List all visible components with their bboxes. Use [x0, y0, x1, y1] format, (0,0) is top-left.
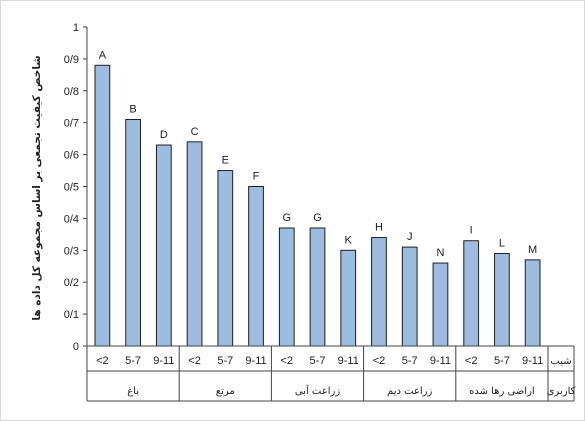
bar [186, 141, 203, 347]
data-label: G [313, 212, 322, 224]
data-label: J [407, 231, 413, 243]
bar [94, 64, 111, 347]
group-label: مرتع [216, 386, 235, 397]
y-tick-label: 0/4 [64, 213, 79, 225]
data-label: D [160, 129, 168, 141]
data-label: A [99, 49, 107, 61]
group-label: اراضی رها شده [469, 386, 535, 397]
data-label: I [470, 225, 473, 237]
bar [463, 240, 480, 347]
bar [278, 227, 295, 347]
data-label: F [253, 171, 260, 183]
x-tick-label: <2 [188, 355, 201, 367]
x-tick-label: 5-7 [217, 355, 233, 367]
bar [217, 170, 234, 347]
bar [309, 227, 326, 347]
x-tick-label: 5-7 [310, 355, 326, 367]
x-tick-label: <2 [96, 355, 109, 367]
slope-row-label: شیب [550, 356, 571, 367]
data-label: E [222, 155, 229, 167]
landuse-row-label: کاربری [547, 386, 576, 397]
y-axis-label: شاخص کیفیت تجمعی بر اساس مجموعه کل داده … [31, 55, 43, 320]
data-label: G [282, 212, 291, 224]
bar [494, 252, 510, 347]
y-tick-label: 1 [73, 22, 79, 34]
data-label: B [129, 104, 136, 116]
group-label: باغ [127, 386, 139, 397]
bar [432, 262, 449, 347]
bar [524, 259, 541, 347]
x-tick-label: 9-11 [430, 355, 451, 367]
y-tick-label: 0/1 [64, 309, 79, 321]
x-tick-label: 5-7 [494, 355, 510, 367]
y-tick-label: 0/7 [64, 118, 79, 130]
x-tick-label: 9-11 [245, 355, 266, 367]
y-tick-label: 0/2 [64, 277, 79, 289]
x-tick-label: 9-11 [522, 355, 543, 367]
data-label: L [499, 237, 505, 249]
y-tick-label: 0/5 [64, 182, 79, 194]
data-label: M [528, 244, 537, 256]
x-tick-label: <2 [280, 355, 293, 367]
x-tick-label: 5-7 [125, 355, 141, 367]
x-tick-label: 9-11 [338, 355, 359, 367]
y-tick-label: 0/9 [64, 54, 79, 66]
bar [401, 246, 418, 347]
bar [125, 119, 141, 347]
group-label: زراعت دیم [387, 386, 432, 397]
y-tick-label: 0/8 [64, 86, 79, 98]
bars: A B D C E F G G K H J N I L M [94, 49, 541, 347]
bar [340, 249, 357, 347]
x-tick-label: <2 [373, 355, 386, 367]
y-tick-label: 0 [73, 341, 79, 353]
y-tick-label: 0/6 [64, 150, 79, 162]
data-label: C [191, 126, 199, 138]
bar [371, 237, 387, 347]
bar [248, 186, 264, 347]
y-tick-label: 0/3 [64, 245, 79, 257]
x-tick-label: 5-7 [402, 355, 418, 367]
bar [155, 144, 172, 347]
data-label: N [436, 247, 444, 259]
axes: 0 0/1 0/2 0/3 0/4 0/5 0/6 0/7 0/8 0/9 1 <2 5-7 9-11 با… [64, 22, 576, 402]
data-label: H [375, 222, 383, 234]
x-tick-label: <2 [465, 355, 478, 367]
group-label: زراعت آبی [295, 384, 340, 397]
data-label: K [345, 234, 353, 246]
x-tick-label: 9-11 [153, 355, 174, 367]
